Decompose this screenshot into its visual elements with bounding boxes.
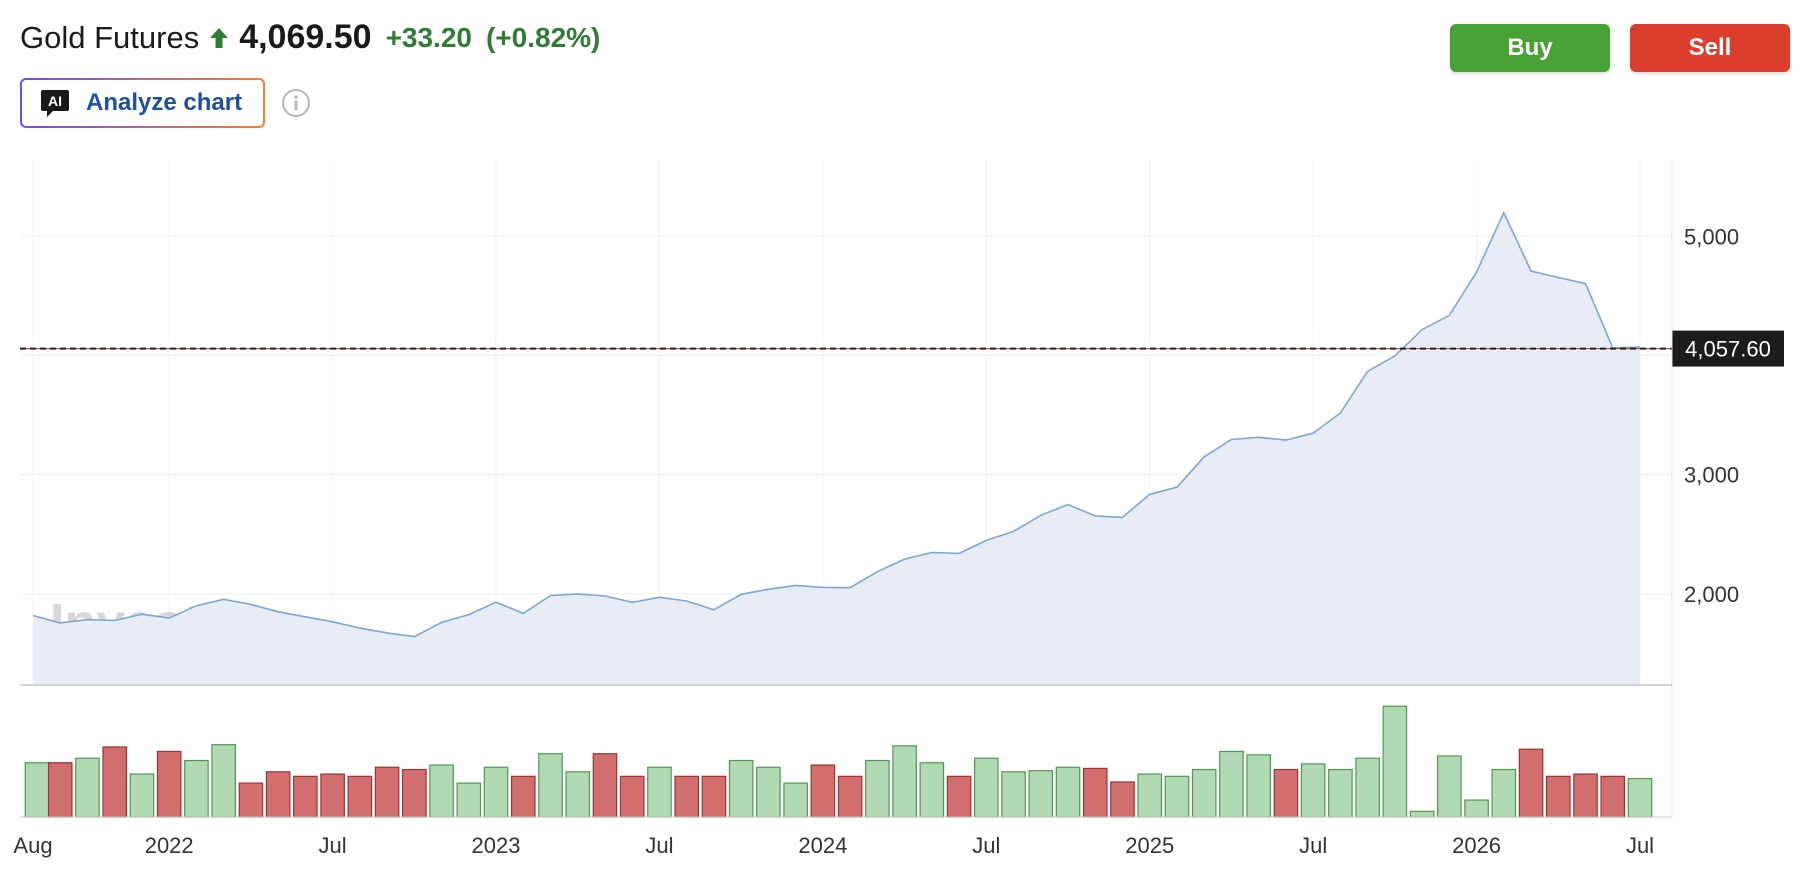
analyze-chart-button[interactable]: AI Analyze chart [20, 78, 265, 128]
volume-bar [510, 775, 536, 818]
volume-bar [429, 764, 454, 818]
volume-bar [1082, 767, 1108, 818]
volume-bar [47, 762, 73, 818]
volume-bar [728, 759, 754, 818]
x-tick-label: Jul [1299, 833, 1327, 858]
volume-bar [320, 773, 345, 818]
price-area-series [32, 210, 1641, 685]
volume-bar [1300, 763, 1326, 818]
current-price-tag [1672, 330, 1784, 367]
volume-bar [374, 766, 400, 818]
ai-badge-text: AI [48, 93, 62, 109]
volume-bar [1437, 755, 1462, 818]
volume-bar [701, 775, 727, 818]
x-tick-label: Jul [1626, 833, 1654, 858]
volume-bar [538, 753, 563, 818]
volume-bar [810, 764, 836, 818]
volume-bar [1464, 799, 1489, 818]
volume-bar [783, 782, 808, 818]
volume-bar [837, 775, 863, 818]
volume-bar [1491, 768, 1517, 818]
volume-bar [647, 766, 672, 818]
volume-bar [674, 775, 700, 818]
info-icon[interactable] [281, 88, 311, 118]
volume-bar [1028, 770, 1054, 818]
volume-bar [265, 771, 291, 818]
volume-bar [946, 775, 972, 818]
volume-bar [184, 759, 209, 818]
sell-button[interactable]: Sell [1630, 24, 1790, 72]
volume-bar [1110, 781, 1135, 818]
price-line [32, 210, 1641, 638]
volume-bar [1055, 766, 1081, 818]
volume-bar [1518, 748, 1544, 818]
arrow-up-icon [209, 27, 229, 49]
volume-bar [24, 762, 50, 818]
volume-bar [1382, 705, 1408, 818]
current-price-label: 4,057.60 [1685, 337, 1771, 362]
x-tick-label: Aug [13, 833, 52, 858]
volume-bar [973, 757, 999, 818]
volume-bar [238, 782, 264, 818]
volume-bar [865, 759, 890, 818]
volume-bar [483, 766, 509, 818]
volume-bar [293, 775, 318, 818]
volume-bar [129, 773, 155, 818]
volume-bar [1219, 750, 1244, 818]
volume-bar [402, 768, 427, 818]
analyze-chart-label: Analyze chart [86, 89, 243, 116]
x-tick-label: 2025 [1125, 833, 1174, 858]
volume-bar [1355, 757, 1380, 818]
x-tick-label: Jul [972, 833, 1000, 858]
price-change-percent: (+0.82%) [485, 21, 601, 53]
y-tick-label: 2,000 [1684, 582, 1739, 607]
volume-bar [756, 766, 781, 818]
x-tick-label: Jul [645, 833, 673, 858]
volume-bar [102, 746, 128, 818]
volume-bar [1001, 771, 1026, 818]
volume-bar [1246, 754, 1271, 818]
volume-bar [156, 750, 182, 818]
x-tick-label: 2022 [145, 833, 194, 858]
price-area-fill [33, 212, 1640, 685]
instrument-name: Gold Futures [20, 19, 200, 55]
last-price: 4,069.50 [239, 18, 372, 56]
volume-bar [1409, 810, 1435, 818]
volume-bar [892, 745, 917, 818]
volume-bar [347, 775, 373, 818]
volume-bar [211, 744, 236, 818]
x-tick-label: Jul [319, 833, 347, 858]
current-price-line: 4,057.60 [20, 330, 1784, 367]
volume-bar [619, 775, 645, 818]
volume-bar [1191, 768, 1217, 818]
volume-bar [1545, 775, 1571, 818]
volume-bar [1600, 775, 1626, 818]
volume-bars [24, 705, 1653, 818]
chart-axes: 2,000 3,000 5,000 Aug 2022 Jul 2023 Jul 2024 Jul 2… [13, 160, 1739, 858]
volume-bar [1573, 773, 1598, 818]
y-tick-label: 3,000 [1684, 463, 1739, 488]
price-change: +33.20 [385, 21, 472, 53]
x-tick-label: 2023 [472, 833, 521, 858]
y-tick-label: 5,000 [1684, 224, 1739, 249]
volume-bar [565, 771, 591, 818]
volume-bar [456, 782, 482, 818]
volume-bar [1328, 768, 1353, 818]
quote-header: Gold Futures 4,069.50 +33.20 (+0.82%) [20, 18, 600, 57]
buy-button[interactable]: Buy [1450, 24, 1610, 72]
volume-bar [1273, 768, 1299, 818]
x-tick-label: 2026 [1452, 833, 1501, 858]
volume-bar [592, 753, 618, 818]
ai-icon: AI [40, 88, 70, 118]
volume-bar [1627, 777, 1653, 818]
volume-bar [919, 762, 945, 818]
volume-bar [75, 757, 100, 818]
x-tick-label: 2024 [798, 833, 847, 858]
volume-bar [1137, 773, 1163, 818]
volume-bar [1164, 775, 1190, 818]
